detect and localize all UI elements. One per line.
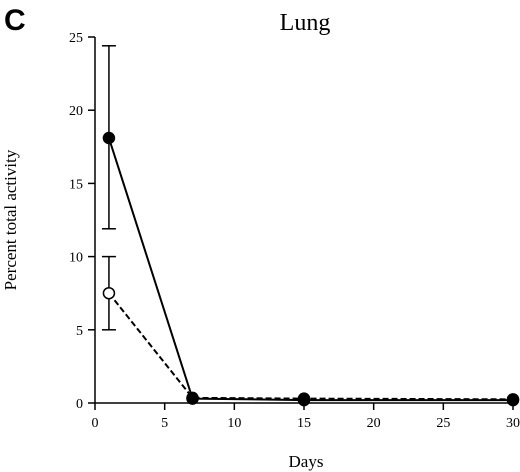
data-point bbox=[102, 131, 116, 145]
x-tick-label: 5 bbox=[161, 416, 168, 431]
data-point bbox=[186, 392, 199, 405]
data-point bbox=[102, 286, 116, 300]
chart-title: Lung bbox=[280, 10, 331, 36]
x-tick-label: 20 bbox=[367, 416, 381, 431]
y-tick-label: 5 bbox=[76, 324, 83, 339]
y-tick-label: 10 bbox=[69, 251, 83, 266]
y-tick-label: 20 bbox=[69, 104, 83, 119]
x-tick-label: 30 bbox=[506, 416, 520, 431]
ticks: 0 5 10 15 20 25 30 0 5 10 15 20 25 bbox=[69, 31, 520, 431]
panel-label: C bbox=[4, 4, 26, 37]
series-2 bbox=[101, 255, 520, 406]
data-point bbox=[297, 393, 311, 407]
axes bbox=[94, 37, 513, 404]
y-tick-label: 15 bbox=[69, 177, 83, 192]
data-point bbox=[506, 393, 520, 407]
y-axis-label: Percent total activity bbox=[1, 149, 20, 290]
series-1 bbox=[101, 45, 520, 407]
x-tick-label: 0 bbox=[92, 416, 99, 431]
series-line bbox=[107, 137, 513, 402]
series-line bbox=[108, 292, 514, 401]
x-tick-label: 10 bbox=[227, 416, 241, 431]
plot-area bbox=[101, 45, 520, 407]
x-tick-label: 25 bbox=[436, 416, 450, 431]
x-tick-label: 15 bbox=[297, 416, 311, 431]
y-tick-label: 0 bbox=[76, 397, 83, 412]
x-axis-label: Days bbox=[289, 452, 324, 471]
y-tick-label: 25 bbox=[69, 31, 83, 46]
